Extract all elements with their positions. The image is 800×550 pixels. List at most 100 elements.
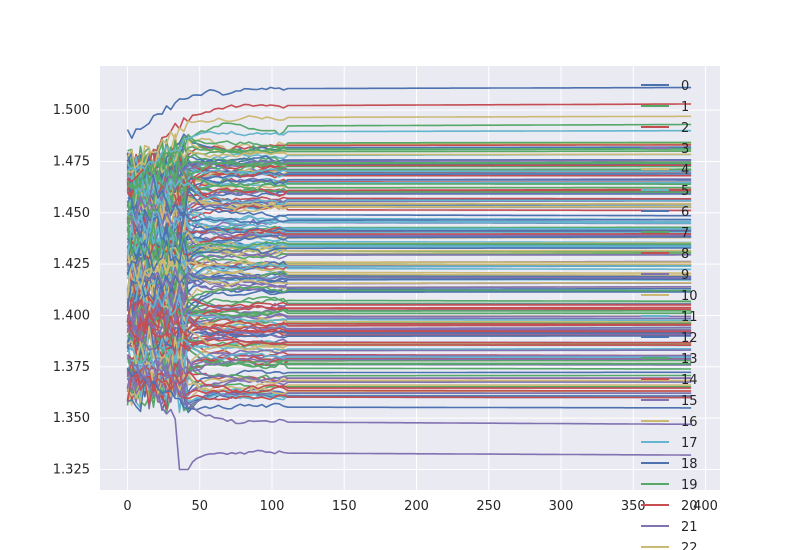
legend-label: 2 — [681, 121, 689, 136]
legend-label: 19 — [681, 478, 698, 493]
legend-label: 3 — [681, 142, 689, 157]
series-line — [127, 204, 692, 240]
y-tick-label: 1.450 — [53, 206, 90, 221]
series-line — [126, 273, 692, 337]
series-line — [126, 168, 692, 221]
series-line — [126, 220, 692, 265]
y-tick-label: 1.475 — [53, 154, 90, 169]
legend-label: 4 — [681, 163, 689, 178]
legend-label: 10 — [681, 289, 698, 304]
series-line — [126, 86, 692, 140]
series-line — [126, 297, 692, 334]
series-line — [126, 241, 692, 298]
series-line — [126, 371, 692, 410]
x-tick-label: 400 — [693, 499, 718, 514]
series-line — [126, 162, 692, 224]
series-line — [126, 260, 692, 333]
x-axis-ticks: 0 50 100 150 200 250 300 350 400 — [123, 499, 718, 514]
series-line — [126, 318, 692, 358]
series-line — [126, 370, 692, 410]
series-line — [126, 337, 692, 370]
series-line — [126, 211, 692, 261]
series-line — [126, 246, 692, 315]
series-line — [126, 284, 692, 318]
series-line — [127, 151, 692, 190]
series-line — [126, 256, 692, 298]
series-line — [126, 369, 692, 401]
legend-label: 6 — [681, 205, 689, 220]
series-line — [126, 234, 692, 282]
series-line — [126, 272, 692, 308]
series-line — [126, 367, 692, 411]
series-line — [126, 177, 692, 222]
series-line — [127, 187, 692, 242]
series-line — [126, 146, 692, 189]
series-line — [126, 304, 692, 339]
series-line — [126, 304, 692, 347]
legend-label: 1 — [681, 100, 689, 115]
legend-label: 20 — [681, 499, 698, 514]
series-line — [126, 144, 692, 176]
legend-label: 13 — [681, 352, 698, 367]
y-tick-label: 1.400 — [53, 308, 90, 323]
series-line — [127, 315, 692, 426]
legend-label: 15 — [681, 394, 698, 409]
series-line — [126, 276, 692, 342]
legend-label: 14 — [681, 373, 698, 388]
series-line — [126, 226, 692, 266]
series-line — [126, 308, 692, 336]
series-line — [126, 361, 692, 398]
series-line — [126, 138, 692, 188]
legend-label: 16 — [681, 415, 698, 430]
x-tick-label: 150 — [332, 499, 357, 514]
legend-label: 22 — [681, 541, 698, 550]
series-line — [126, 357, 692, 395]
legend-label: 21 — [681, 520, 698, 535]
series-line — [126, 365, 692, 410]
series-line — [126, 153, 692, 202]
series-line — [127, 136, 692, 186]
y-tick-label: 1.375 — [53, 360, 90, 375]
series-line — [126, 272, 692, 323]
series-line — [127, 129, 692, 172]
series-line — [126, 247, 692, 303]
y-axis-ticks: 1.325 1.350 1.375 1.400 1.425 1.450 1.475 1.500 — [53, 103, 90, 477]
series-line — [127, 333, 692, 374]
series-line — [126, 316, 692, 372]
legend-label: 17 — [681, 436, 698, 451]
series-line — [127, 122, 692, 190]
series-line — [126, 236, 692, 275]
legend-label: 7 — [681, 226, 689, 241]
series-line — [126, 361, 692, 398]
x-tick-label: 0 — [123, 499, 131, 514]
series-line — [126, 147, 692, 194]
legend-label: 8 — [681, 247, 689, 262]
series-line — [126, 311, 692, 358]
series-line — [126, 246, 692, 278]
series-line — [126, 178, 692, 224]
y-tick-label: 1.325 — [53, 462, 90, 477]
series-line — [127, 332, 692, 381]
x-tick-label: 300 — [549, 499, 574, 514]
y-tick-label: 1.500 — [53, 103, 90, 118]
series-line — [126, 342, 692, 389]
legend-label: 0 — [681, 79, 689, 94]
series-line — [126, 358, 692, 397]
x-tick-label: 250 — [476, 499, 501, 514]
legend-label: 12 — [681, 331, 698, 346]
legend-label: 9 — [681, 268, 689, 283]
series-line — [126, 237, 692, 293]
legend-label: 18 — [681, 457, 698, 472]
series-line — [126, 296, 692, 335]
series-line — [126, 154, 692, 183]
series-line — [126, 259, 692, 304]
series-line — [126, 297, 692, 332]
series-line — [126, 165, 692, 200]
series-line — [126, 160, 692, 204]
series-line — [126, 133, 692, 189]
series-line — [126, 318, 692, 358]
series-line — [126, 221, 692, 257]
legend-label: 11 — [681, 310, 698, 325]
y-tick-label: 1.425 — [53, 257, 90, 272]
